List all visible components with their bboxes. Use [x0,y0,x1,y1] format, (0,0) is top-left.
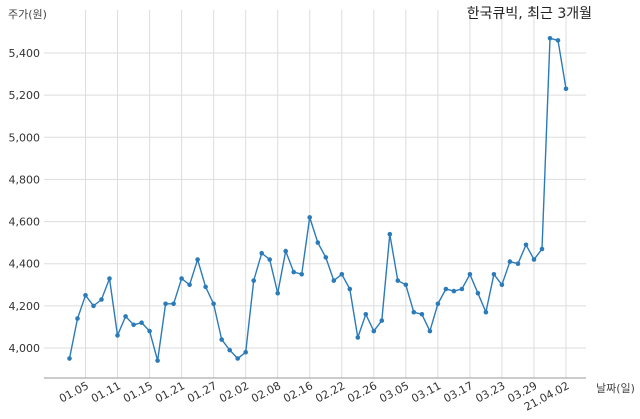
y-tick-label: 5,000 [9,131,41,144]
data-point [75,316,80,321]
data-point [395,278,401,283]
x-tick-label: 03.17 [441,379,475,405]
data-point [555,38,561,43]
data-point [355,335,361,340]
x-axis-title: 날짜(일) [596,381,635,395]
data-point [211,301,216,307]
data-point [235,356,240,361]
y-tick-label: 4,400 [9,258,41,271]
x-tick-label: 02.08 [249,379,283,405]
series-line [68,37,567,361]
y-tick-label: 4,600 [9,216,41,229]
data-point [219,337,224,342]
data-point [275,290,281,296]
y-axis-ticks: 4,000 4,200 4,400 4,600 4,800 5,000 5,200 5,400 [9,47,41,355]
data-point [435,301,441,307]
data-point [379,318,385,323]
x-tick-label: 01.27 [185,379,219,405]
chart-title: 한국큐빅, 최근 3개월 [467,6,592,22]
data-point [563,86,569,92]
x-tick-label: 03.11 [409,379,443,405]
data-point [507,259,513,264]
data-point [139,320,144,326]
data-point [267,257,273,262]
y-tick-label: 5,200 [9,89,41,102]
data-point [387,231,393,237]
x-tick-label: 03.23 [473,379,507,405]
data-point [227,347,232,353]
data-point [427,328,433,334]
data-point [363,312,369,317]
data-point [323,255,329,260]
data-point [531,257,537,262]
x-tick-label: 01.21 [153,379,187,405]
data-point [347,286,353,292]
price-line [68,37,567,361]
x-tick-label: 02.16 [281,379,315,405]
data-point [131,322,136,328]
data-point [491,272,497,277]
grid [44,10,586,378]
data-point [331,278,337,283]
data-point [483,309,489,315]
data-point [539,246,545,252]
data-point [107,276,112,281]
data-point [203,284,208,290]
data-point [459,286,465,292]
data-point [523,242,529,248]
data-point [467,272,473,277]
data-point [299,272,305,277]
data-point [403,282,409,288]
x-tick-label: 02.02 [217,379,251,405]
series-points [67,36,569,363]
data-point [419,312,425,317]
data-point [339,272,345,277]
data-point [307,215,313,220]
data-point [195,257,200,262]
data-point [171,301,176,307]
y-tick-label: 4,000 [9,342,41,355]
data-point [83,293,88,298]
data-point [99,297,104,302]
data-point [411,309,417,315]
x-tick-label: 01.11 [89,379,123,405]
data-point [251,278,256,283]
data-point [443,286,449,292]
data-point [155,358,160,363]
data-point [179,276,184,281]
data-point [515,261,521,267]
x-tick-label: 01.05 [57,379,91,405]
data-point [163,301,168,307]
data-point [291,269,297,275]
data-point [91,303,96,309]
x-tick-label: 02.26 [345,379,379,405]
data-point [283,248,289,254]
data-point [547,36,553,41]
data-point [147,328,152,334]
data-point [371,328,377,334]
x-tick-label: 03.05 [377,379,411,405]
data-point [259,250,265,256]
data-point [187,282,192,288]
y-axis-title: 주가(원) [8,8,47,21]
x-tick-label: 01.15 [121,379,155,405]
data-point [115,333,120,338]
x-axis-ticks: 01.0501.1101.1501.2101.2702.0202.0802.16… [57,379,571,413]
data-point [67,356,72,361]
x-tick-label: 02.22 [313,379,347,405]
data-point [315,240,321,245]
y-tick-label: 4,800 [9,173,41,186]
data-point [499,282,505,288]
data-point [123,314,128,319]
data-point [475,290,481,296]
data-point [243,349,248,355]
y-tick-label: 5,400 [9,47,41,60]
data-point [451,288,457,294]
y-tick-label: 4,200 [9,300,41,313]
